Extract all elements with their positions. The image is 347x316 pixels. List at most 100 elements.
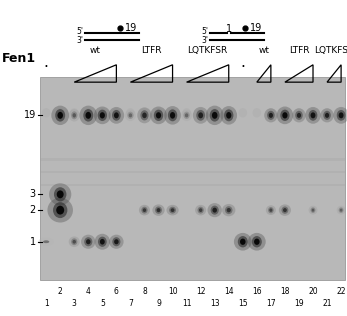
Ellipse shape: [240, 239, 246, 245]
Ellipse shape: [167, 205, 179, 216]
Ellipse shape: [185, 113, 188, 118]
Text: 22: 22: [336, 287, 346, 296]
Ellipse shape: [311, 112, 315, 118]
Text: 3': 3': [76, 36, 83, 45]
Ellipse shape: [57, 112, 63, 119]
Ellipse shape: [197, 207, 204, 214]
Ellipse shape: [196, 110, 205, 121]
Ellipse shape: [156, 208, 160, 212]
Ellipse shape: [85, 112, 91, 119]
Ellipse shape: [212, 208, 217, 213]
Ellipse shape: [212, 112, 218, 119]
Ellipse shape: [238, 236, 248, 247]
Ellipse shape: [312, 209, 314, 212]
Text: .: .: [44, 55, 49, 70]
Text: 4: 4: [86, 287, 91, 296]
Ellipse shape: [220, 106, 237, 125]
Ellipse shape: [206, 106, 223, 125]
Ellipse shape: [337, 108, 345, 118]
Ellipse shape: [109, 235, 124, 249]
Ellipse shape: [141, 207, 147, 214]
Ellipse shape: [277, 106, 293, 124]
Text: 14: 14: [224, 287, 234, 296]
Text: 12: 12: [196, 287, 205, 296]
Ellipse shape: [143, 208, 146, 212]
Text: LTFR: LTFR: [289, 46, 309, 55]
Bar: [40, 184, 345, 186]
Text: 5: 5: [100, 299, 105, 308]
Ellipse shape: [109, 107, 124, 124]
Ellipse shape: [86, 239, 91, 244]
Ellipse shape: [196, 108, 205, 118]
Ellipse shape: [198, 112, 203, 118]
Ellipse shape: [73, 240, 76, 244]
Ellipse shape: [339, 207, 344, 213]
Ellipse shape: [281, 108, 289, 118]
Ellipse shape: [112, 110, 121, 121]
Ellipse shape: [42, 108, 51, 118]
Ellipse shape: [154, 108, 163, 118]
Text: 3: 3: [29, 189, 36, 199]
Text: 3': 3': [201, 36, 208, 45]
Text: LQTKFSR: LQTKFSR: [314, 46, 347, 55]
Ellipse shape: [55, 109, 65, 122]
Text: wt: wt: [90, 46, 101, 55]
Ellipse shape: [337, 206, 346, 215]
Ellipse shape: [56, 108, 65, 118]
Ellipse shape: [112, 237, 120, 246]
Ellipse shape: [156, 112, 161, 118]
Ellipse shape: [234, 233, 252, 251]
Text: 3: 3: [72, 299, 77, 308]
Ellipse shape: [171, 208, 175, 212]
Text: 15: 15: [238, 299, 248, 308]
Ellipse shape: [164, 106, 181, 125]
Ellipse shape: [126, 108, 135, 118]
Ellipse shape: [69, 236, 80, 247]
Text: 9: 9: [156, 299, 161, 308]
Text: 19: 19: [250, 23, 262, 33]
Text: wt: wt: [259, 46, 269, 55]
Text: 21: 21: [322, 299, 332, 308]
Ellipse shape: [125, 110, 136, 121]
Ellipse shape: [292, 108, 306, 122]
Text: 17: 17: [266, 299, 276, 308]
Ellipse shape: [112, 108, 121, 118]
Ellipse shape: [43, 240, 49, 243]
Ellipse shape: [57, 190, 64, 198]
Ellipse shape: [51, 106, 69, 125]
Text: 2: 2: [29, 205, 36, 215]
Ellipse shape: [280, 110, 290, 121]
Ellipse shape: [309, 108, 318, 118]
Text: Fen1: Fen1: [2, 52, 36, 65]
Ellipse shape: [224, 109, 234, 121]
Ellipse shape: [333, 107, 347, 124]
Ellipse shape: [49, 183, 71, 205]
Ellipse shape: [154, 110, 163, 121]
Ellipse shape: [199, 208, 202, 212]
Ellipse shape: [269, 113, 273, 118]
Ellipse shape: [140, 108, 149, 118]
Text: 16: 16: [252, 287, 262, 296]
Text: 2: 2: [58, 287, 62, 296]
Ellipse shape: [139, 205, 150, 216]
Ellipse shape: [227, 208, 231, 212]
Ellipse shape: [320, 108, 334, 122]
Ellipse shape: [267, 111, 274, 120]
Ellipse shape: [70, 108, 78, 118]
Ellipse shape: [211, 206, 219, 215]
Ellipse shape: [268, 207, 274, 213]
Text: 11: 11: [182, 299, 191, 308]
Text: 8: 8: [142, 287, 147, 296]
Ellipse shape: [71, 238, 77, 245]
Ellipse shape: [95, 234, 110, 250]
Ellipse shape: [48, 198, 73, 222]
Ellipse shape: [137, 107, 152, 123]
Ellipse shape: [54, 187, 66, 202]
Text: 1: 1: [29, 237, 36, 247]
Ellipse shape: [182, 108, 191, 118]
Ellipse shape: [170, 112, 175, 119]
Ellipse shape: [210, 109, 220, 122]
Ellipse shape: [195, 205, 206, 216]
Ellipse shape: [127, 112, 134, 119]
Ellipse shape: [279, 204, 291, 216]
